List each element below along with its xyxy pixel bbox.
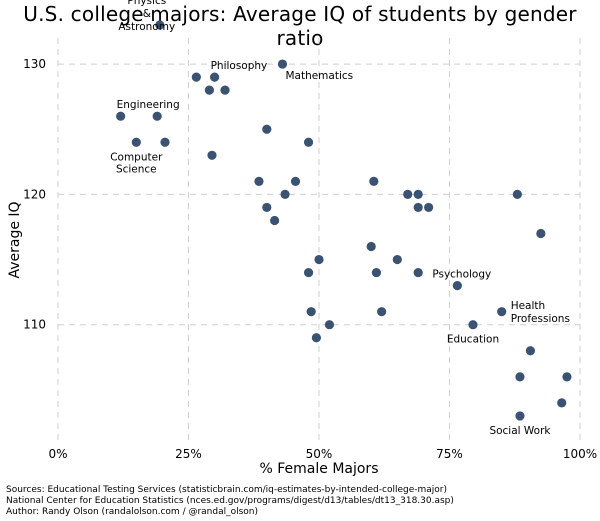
- data-point: [262, 202, 272, 213]
- data-point: [277, 59, 288, 69]
- data-point: [497, 307, 507, 317]
- data-point: [210, 72, 220, 82]
- data-point: [424, 202, 434, 213]
- data-point: [306, 307, 316, 317]
- annotation-label: Astronomy: [118, 21, 175, 33]
- data-point: [452, 281, 462, 291]
- data-point: [557, 398, 567, 408]
- data-point: [155, 20, 165, 30]
- footer-sources-line: Sources: Educational Testing Services (s…: [6, 485, 447, 495]
- annotation-label: &: [143, 8, 151, 20]
- data-point: [160, 137, 170, 147]
- source-footer: Sources: Educational Testing Services (s…: [6, 485, 454, 518]
- y-tick-label: 130: [23, 57, 46, 71]
- data-point: [403, 189, 413, 199]
- chart-title: U.S. college majors: Average IQ of stude…: [23, 2, 577, 50]
- annotation-label: Physics: [127, 0, 166, 7]
- data-point: [254, 176, 264, 186]
- axis-layer: 0% 25% 50% 75% 100% 110 120 130 % Female Majors A…: [7, 57, 597, 477]
- data-point: [152, 111, 162, 121]
- annotation-label: Engineering: [117, 99, 180, 111]
- y-tick-label: 120: [23, 187, 46, 201]
- data-point: [220, 85, 230, 95]
- data-point: [131, 137, 141, 147]
- x-tick-label: 50%: [306, 447, 333, 461]
- y-axis-title: Average IQ: [7, 201, 23, 278]
- data-point: [191, 72, 201, 82]
- annotation-label: Mathematics: [285, 70, 353, 82]
- data-point: [392, 254, 402, 265]
- annotation-label: Science: [116, 163, 157, 175]
- x-tick-label: 100%: [563, 447, 597, 461]
- data-point: [207, 150, 217, 160]
- data-point: [377, 307, 387, 317]
- data-point: [204, 85, 214, 95]
- data-point: [303, 137, 314, 147]
- data-point: [562, 372, 572, 382]
- data-point: [536, 228, 546, 239]
- data-point: [116, 111, 126, 121]
- annotation-layer: Physics&Astronomy Philosophy Mathematics En…: [110, 0, 570, 437]
- x-tick-label: 25%: [175, 447, 202, 461]
- x-axis-title: % Female Majors: [260, 461, 379, 477]
- data-point: [314, 254, 324, 265]
- annotation-label: Professions: [511, 313, 570, 325]
- data-point: [324, 320, 335, 330]
- data-point: [303, 267, 314, 278]
- x-tick-label: 75%: [436, 447, 463, 461]
- data-point: [366, 241, 376, 252]
- data-point: [413, 189, 423, 199]
- data-point: [515, 372, 525, 382]
- data-point: [515, 411, 525, 421]
- annotation-label: Psychology: [432, 269, 491, 281]
- data-point: [270, 215, 280, 226]
- annotation-label: Education: [447, 334, 499, 346]
- data-point: [290, 176, 301, 186]
- data-point: [468, 320, 478, 330]
- data-point: [262, 124, 272, 134]
- data-point: [413, 267, 423, 278]
- data-point: [525, 346, 536, 356]
- point-layer: [116, 20, 572, 421]
- data-point: [369, 176, 379, 186]
- annotation-label: Philosophy: [211, 60, 268, 72]
- annotation-label: Health: [511, 300, 545, 312]
- data-point: [413, 202, 423, 213]
- footer-nces-line: National Center for Education Statistics…: [6, 496, 454, 506]
- grid-layer: [57, 38, 581, 442]
- footer-author-line: Author: Randy Olson (randalolson.com / @…: [6, 507, 259, 517]
- annotation-label: Computer: [110, 151, 163, 163]
- data-point: [311, 333, 321, 343]
- y-tick-label: 110: [23, 318, 46, 332]
- x-tick-label: 0%: [48, 447, 67, 461]
- data-point: [512, 189, 522, 199]
- data-point: [371, 267, 382, 278]
- annotation-label: Social Work: [489, 425, 551, 437]
- data-point: [280, 189, 290, 199]
